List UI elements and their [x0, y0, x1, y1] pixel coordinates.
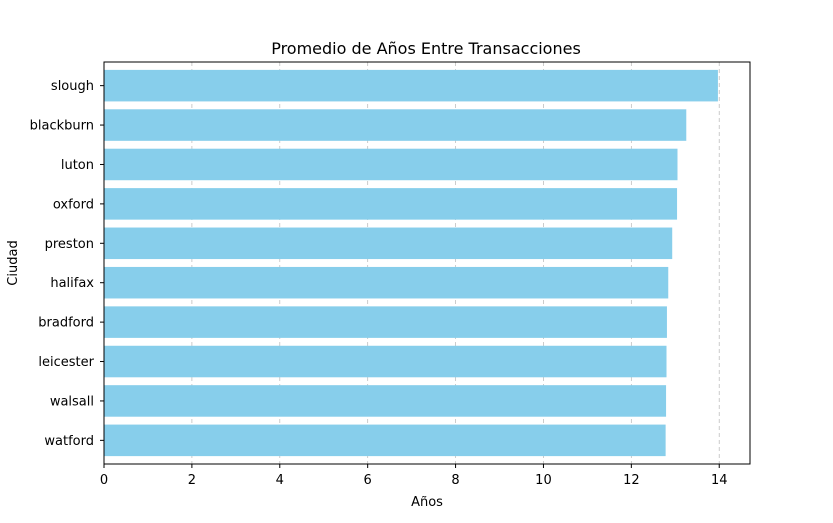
x-tick-label: 14 — [711, 473, 728, 488]
x-axis-label: Años — [411, 495, 443, 510]
bar-halifax — [104, 266, 669, 299]
y-tick-label-bradford: bradford — [38, 316, 94, 331]
y-tick-label-watford: watford — [44, 434, 94, 449]
x-tick-label: 4 — [276, 473, 284, 488]
bar-preston — [104, 227, 673, 260]
x-tick-label: 2 — [188, 473, 196, 488]
bar-luton — [104, 148, 678, 181]
y-tick-label-halifax: halifax — [50, 276, 94, 291]
chart-title: Promedio de Años Entre Transacciones — [271, 39, 581, 58]
x-axis-ticks: 0 2 4 6 8 10 12 14 — [100, 464, 728, 488]
x-tick-label: 0 — [100, 473, 108, 488]
y-tick-label-slough: slough — [51, 79, 94, 94]
x-tick-label: 6 — [364, 473, 372, 488]
y-tick-label-oxford: oxford — [53, 197, 94, 212]
x-tick-label: 12 — [623, 473, 640, 488]
x-tick-label: 8 — [451, 473, 459, 488]
bars — [104, 69, 718, 457]
bar-walsall — [104, 385, 667, 417]
bar-bradford — [104, 306, 667, 338]
bar-leicester — [104, 345, 667, 378]
x-tick-label: 10 — [535, 473, 552, 488]
y-tick-label-walsall: walsall — [50, 394, 94, 409]
y-tick-label-luton: luton — [61, 158, 94, 173]
y-axis-label: Ciudad — [6, 240, 21, 285]
y-axis-ticks: slough blackburn luton oxford preston halifax… — [30, 79, 104, 449]
plot-frame — [103, 61, 751, 465]
y-tick-label-leicester: leicester — [38, 355, 94, 370]
y-tick-label-blackburn: blackburn — [30, 119, 94, 134]
y-tick-label-preston: preston — [45, 237, 94, 252]
bar-watford — [104, 424, 666, 457]
bar-slough — [104, 69, 718, 102]
bar-blackburn — [104, 109, 687, 141]
bar-oxford — [104, 188, 678, 220]
